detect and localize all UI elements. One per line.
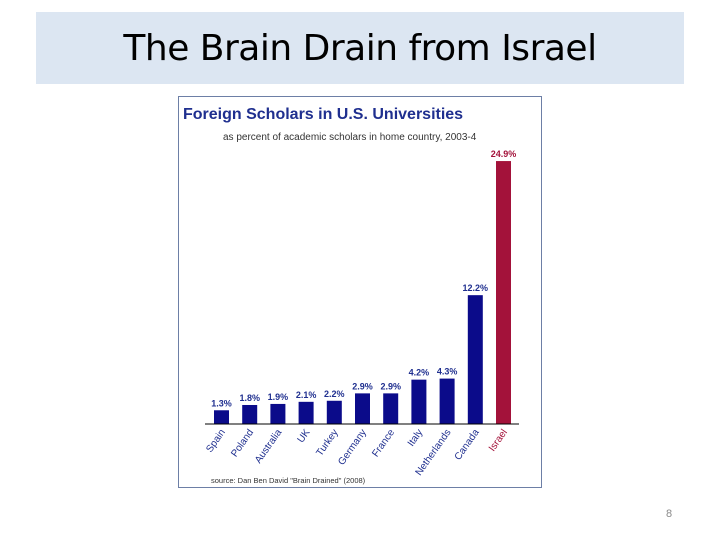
page-number: 8 (666, 508, 673, 520)
value-label-france: 2.9% (380, 381, 401, 391)
bar-israel (496, 161, 511, 424)
value-label-uk: 2.1% (296, 390, 317, 400)
category-label-turkey: Turkey (314, 427, 340, 458)
category-label-canada: Canada (453, 427, 482, 462)
category-label-italy: Italy (406, 427, 426, 448)
value-label-canada: 12.2% (463, 283, 489, 293)
bars-layer: 1.3% Spain 1.8% Poland 1.9% Australia 2.1% UK 2.… (204, 149, 516, 478)
bar-chart: Foreign Scholars in U.S. Universities as… (183, 106, 519, 485)
category-label-australia: Australia (253, 427, 285, 466)
category-label-france: France (370, 427, 397, 459)
chart-title: Foreign Scholars in U.S. Universities (183, 106, 463, 123)
chart-source: source: Dan Ben David "Brain Drained" (2… (211, 476, 366, 485)
value-label-italy: 4.2% (409, 368, 430, 378)
title-banner: The Brain Drain from Israel (36, 12, 684, 84)
value-label-turkey: 2.2% (324, 389, 345, 399)
category-label-uk: UK (296, 427, 313, 445)
category-label-israel: Israel (487, 427, 510, 453)
bar-netherlands (439, 378, 455, 424)
bar-germany (355, 393, 370, 424)
bar-uk (298, 401, 314, 424)
slide-title: The Brain Drain from Israel (123, 27, 597, 69)
category-label-spain: Spain (204, 427, 228, 454)
bar-france (383, 393, 399, 424)
chart-frame: Foreign Scholars in U.S. Universities as… (178, 96, 542, 488)
bar-turkey (326, 400, 342, 424)
bar-poland (242, 404, 258, 424)
bar-australia (270, 403, 286, 424)
bar-italy (411, 379, 427, 424)
value-label-israel: 24.9% (491, 149, 517, 159)
category-label-poland: Poland (229, 427, 256, 459)
value-label-netherlands: 4.3% (437, 367, 458, 377)
bar-canada (467, 295, 483, 424)
value-label-australia: 1.9% (268, 392, 289, 402)
chart-subtitle: as percent of academic scholars in home … (223, 132, 477, 143)
value-label-poland: 1.8% (239, 393, 260, 403)
bar-spain (214, 410, 229, 424)
value-label-germany: 2.9% (352, 381, 373, 391)
value-label-spain: 1.3% (211, 398, 232, 408)
category-label-germany: Germany (336, 427, 369, 467)
